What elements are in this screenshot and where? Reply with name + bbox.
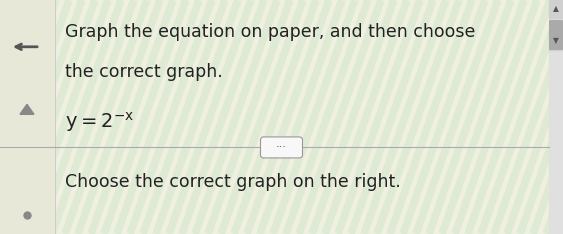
Bar [549, 32, 563, 50]
Text: ▼: ▼ [553, 37, 559, 45]
Text: the correct graph.: the correct graph. [65, 63, 223, 81]
Polygon shape [20, 104, 34, 114]
Bar [549, 0, 563, 234]
FancyBboxPatch shape [261, 137, 302, 158]
Text: ▲: ▲ [553, 4, 559, 14]
Text: Graph the equation on paper, and then choose: Graph the equation on paper, and then ch… [65, 23, 475, 41]
Text: $\mathrm{y = 2^{-x}}$: $\mathrm{y = 2^{-x}}$ [65, 110, 134, 134]
FancyBboxPatch shape [549, 20, 563, 50]
Text: ···: ··· [276, 142, 287, 152]
Text: Choose the correct graph on the right.: Choose the correct graph on the right. [65, 173, 401, 191]
Bar [0, 0, 55, 234]
Bar [549, 0, 563, 18]
